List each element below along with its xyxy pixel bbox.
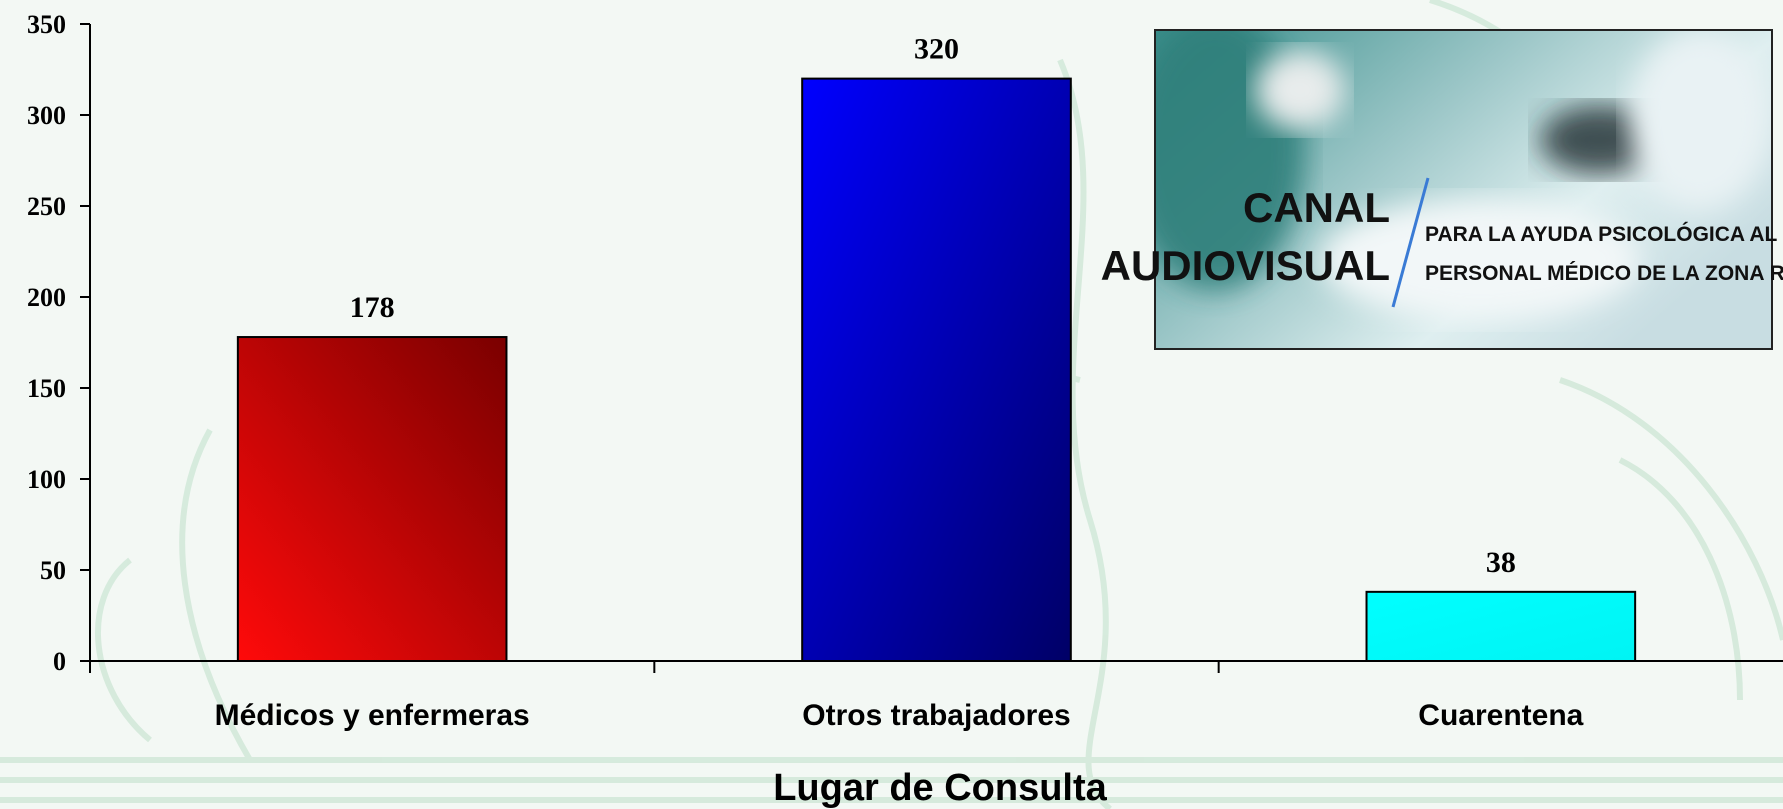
category-label: Cuarentena: [1418, 699, 1583, 732]
bar-2: [801, 77, 1072, 663]
y-tick-label: 200: [27, 283, 66, 312]
y-tick-label: 350: [27, 10, 66, 39]
y-ticks: 0 50 100 150 200 250 300 350: [27, 10, 90, 676]
bar-3: [1365, 590, 1637, 663]
y-tick-label: 250: [27, 192, 66, 221]
value-label: 178: [350, 291, 395, 324]
inset-channel-line2: AUDIOVISUAL: [1101, 242, 1390, 289]
category-label: Médicos y enfermeras: [215, 699, 530, 732]
bar-1: [236, 336, 508, 662]
inset-channel-line1: CANAL: [1243, 184, 1390, 231]
category-labels: Médicos y enfermeras Otros trabajadores Cu…: [215, 699, 1584, 732]
bars: [236, 77, 1637, 663]
value-labels: 178 320 38: [350, 33, 1516, 579]
y-tick-label: 0: [53, 647, 66, 676]
x-axis-title: Lugar de Consulta: [773, 767, 1107, 809]
y-tick-label: 50: [40, 556, 66, 585]
inset-subtitle-line1: PARA LA AYUDA PSICOLÓGICA AL: [1425, 222, 1778, 246]
value-label: 320: [914, 33, 959, 66]
y-tick-label: 100: [27, 465, 66, 494]
x-ticks: [89, 661, 1220, 673]
y-tick-label: 300: [27, 101, 66, 130]
value-label: 38: [1486, 546, 1516, 579]
inset-divider: [1391, 177, 1430, 308]
inset-image: CANAL AUDIOVISUAL PARA LA AYUDA PSICOLÓG…: [1101, 29, 1783, 350]
y-tick-label: 150: [27, 374, 66, 403]
inset-subtitle-line2: PERSONAL MÉDICO DE LA ZONA ROJA: [1425, 262, 1783, 285]
category-label: Otros trabajadores: [802, 699, 1070, 732]
